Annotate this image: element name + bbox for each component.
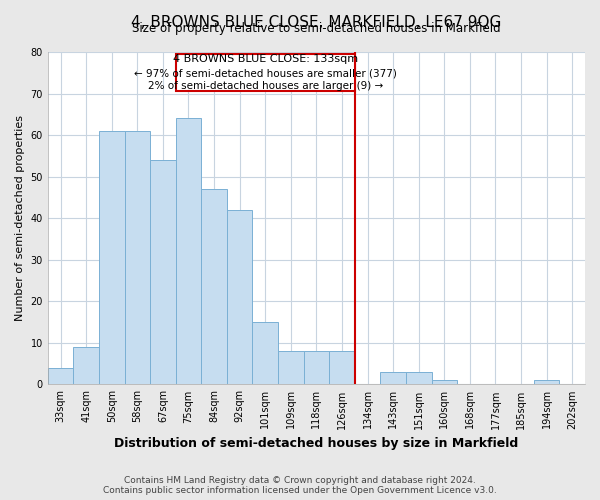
Bar: [176, 118, 201, 384]
Y-axis label: Number of semi-detached properties: Number of semi-detached properties: [15, 115, 25, 321]
Bar: [534, 380, 559, 384]
Bar: [201, 189, 227, 384]
Bar: [278, 351, 304, 384]
X-axis label: Distribution of semi-detached houses by size in Markfield: Distribution of semi-detached houses by …: [114, 437, 518, 450]
Bar: [125, 131, 150, 384]
Text: ← 97% of semi-detached houses are smaller (377): ← 97% of semi-detached houses are smalle…: [134, 68, 397, 78]
Bar: [99, 131, 125, 384]
Text: Size of property relative to semi-detached houses in Markfield: Size of property relative to semi-detach…: [132, 22, 501, 36]
Bar: [253, 322, 278, 384]
Bar: [227, 210, 253, 384]
Bar: [176, 54, 355, 92]
Text: 4 BROWNS BLUE CLOSE: 133sqm: 4 BROWNS BLUE CLOSE: 133sqm: [173, 54, 358, 64]
Title: 4, BROWNS BLUE CLOSE, MARKFIELD, LE67 9QG: 4, BROWNS BLUE CLOSE, MARKFIELD, LE67 9Q…: [131, 15, 502, 30]
Bar: [406, 372, 431, 384]
Bar: [48, 368, 73, 384]
Bar: [329, 351, 355, 384]
Bar: [304, 351, 329, 384]
Bar: [431, 380, 457, 384]
Bar: [150, 160, 176, 384]
Bar: [73, 347, 99, 385]
Bar: [380, 372, 406, 384]
Text: Contains HM Land Registry data © Crown copyright and database right 2024.
Contai: Contains HM Land Registry data © Crown c…: [103, 476, 497, 495]
Text: 2% of semi-detached houses are larger (9) →: 2% of semi-detached houses are larger (9…: [148, 81, 383, 91]
